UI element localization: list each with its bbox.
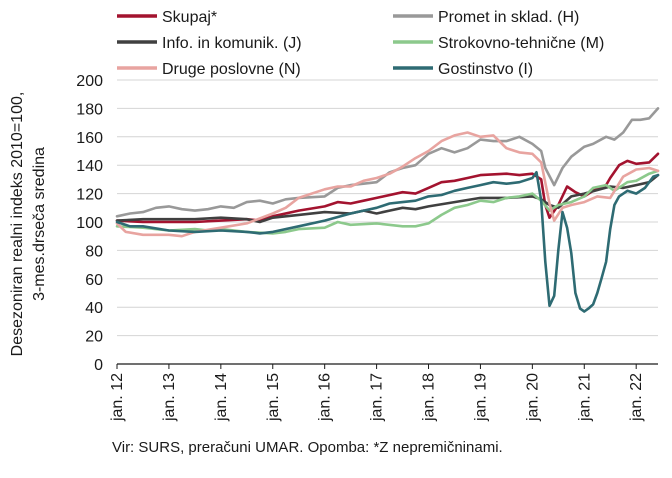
legend-label: Skupaj* <box>162 9 217 26</box>
x-tick-label: jan. 16 <box>317 373 334 422</box>
series-lines <box>115 107 660 313</box>
y-tick-label: 40 <box>85 300 103 317</box>
x-tick-label: jan. 19 <box>472 373 489 422</box>
series-line-4 <box>115 169 660 235</box>
x-axis: jan. 12 jan. 13 jan. 14 jan. 15 jan. 16 jan. … <box>109 363 658 422</box>
y-tick-label: 120 <box>76 187 103 204</box>
series-line-6 <box>115 171 660 313</box>
x-tick-label: jan. 15 <box>265 373 282 422</box>
x-tick-label: jan. 13 <box>161 373 178 422</box>
series-line-5 <box>115 131 660 238</box>
y-tick-label: 180 <box>76 101 103 118</box>
y-tick-label: 0 <box>94 357 103 374</box>
legend-label: Gostinstvo (I) <box>438 61 533 78</box>
x-tick-label: jan. 12 <box>109 373 126 422</box>
y-tick-label: 140 <box>76 158 103 175</box>
y-tick-label: 20 <box>85 329 103 346</box>
x-tick-label: jan. 17 <box>369 373 386 422</box>
source-note: Vir: SURS, preračuni UMAR. Opomba: *Z ne… <box>112 439 503 456</box>
legend-label: Info. in komunik. (J) <box>162 35 302 52</box>
legend-label: Druge poslovne (N) <box>162 61 301 78</box>
y-tick-label: 60 <box>85 272 103 289</box>
y-tick-label: 80 <box>85 243 103 260</box>
y-tick-label: 100 <box>76 215 103 232</box>
x-tick-label: jan. 21 <box>576 373 593 422</box>
gridlines <box>117 79 658 337</box>
series-line-2 <box>115 107 660 218</box>
y-tick-label: 200 <box>76 73 103 90</box>
x-tick-label: jan. 14 <box>213 373 230 422</box>
y-axis-label-line2: 3-mes.drseča sredina <box>31 147 48 301</box>
x-tick-label: jan. 18 <box>421 373 438 422</box>
y-tick-label: 160 <box>76 130 103 147</box>
legend: Skupaj* Promet in sklad. (H) Info. in komu… <box>117 9 604 78</box>
y-axis-ticks: 0 20 40 60 80 100 120 140 160 180 200 <box>76 73 103 374</box>
legend-label: Strokovno-tehnične (M) <box>438 35 604 52</box>
x-tick-label: jan. 20 <box>524 373 541 422</box>
legend-label: Promet in sklad. (H) <box>438 9 579 26</box>
series-line-3 <box>115 173 660 224</box>
x-tick-label: jan. 22 <box>628 373 645 422</box>
y-axis-label-line1: Desezoniran realni indeks 2010=100, <box>9 92 26 357</box>
